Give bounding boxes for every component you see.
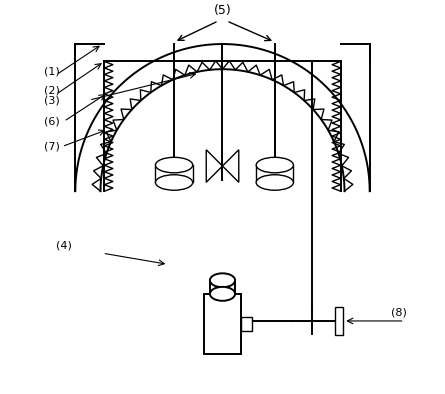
Ellipse shape xyxy=(155,175,193,190)
Text: (6): (6) xyxy=(44,117,60,126)
Text: (1): (1) xyxy=(44,66,60,76)
Text: (8): (8) xyxy=(391,307,406,317)
Ellipse shape xyxy=(155,157,193,173)
Text: (5): (5) xyxy=(214,4,231,17)
Text: (4): (4) xyxy=(56,240,72,251)
FancyBboxPatch shape xyxy=(335,307,344,335)
Ellipse shape xyxy=(256,175,293,190)
Ellipse shape xyxy=(256,157,293,173)
FancyBboxPatch shape xyxy=(204,294,241,354)
Text: (7): (7) xyxy=(44,142,60,152)
Text: (3): (3) xyxy=(44,95,60,105)
FancyBboxPatch shape xyxy=(241,316,252,331)
Ellipse shape xyxy=(210,287,235,301)
Ellipse shape xyxy=(210,273,235,287)
Text: (2): (2) xyxy=(44,85,60,95)
